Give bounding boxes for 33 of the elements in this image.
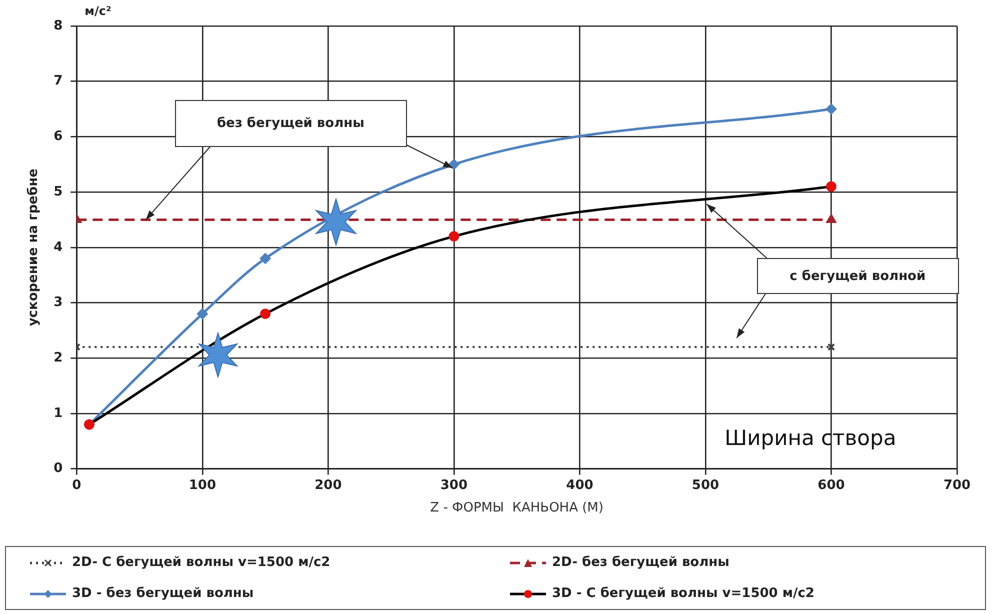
legend-label: 3D - без бегущей волны <box>72 586 254 601</box>
point <box>826 181 836 192</box>
y-tick-label: 0 <box>54 461 63 476</box>
legend-label: 2D- С бегущей волны v=1500 м/с2 <box>72 555 330 570</box>
y-tick-label: 7 <box>54 74 63 89</box>
point <box>448 159 460 170</box>
y-tick-label: 4 <box>54 240 63 255</box>
y-tick-label: 6 <box>54 129 63 144</box>
callout-box: без бегущей волны <box>174 100 407 147</box>
y-tick-label: 8 <box>54 18 63 34</box>
legend-label: 3D - С бегущей волны v=1500 м/с2 <box>552 586 814 601</box>
x-tick-label: 100 <box>188 478 216 493</box>
x-tick-label: 500 <box>692 478 720 493</box>
text: м/с² <box>84 4 112 18</box>
x-tick-label: 200 <box>314 478 342 493</box>
x-tick-label: 700 <box>943 478 971 493</box>
point <box>260 253 271 264</box>
y-tick-label: 3 <box>54 295 63 310</box>
x-tick-label: 0 <box>72 478 82 493</box>
point <box>260 308 271 320</box>
x-axis-title: Z - ФОРМЫ КАНЬОНА (М) <box>430 500 604 516</box>
point <box>197 308 208 320</box>
point <box>448 231 460 242</box>
x-tick-label: 600 <box>818 478 845 493</box>
x-tick-label: 400 <box>566 478 594 493</box>
y-tick-label: 5 <box>54 184 63 200</box>
x-tick-label: 300 <box>440 478 468 493</box>
y-tick-label: 2 <box>54 350 63 366</box>
point <box>826 104 836 114</box>
y-axis-title: ускорение на гребне <box>26 168 42 326</box>
callout-box: с бегущей волной <box>756 258 959 294</box>
y-tick-label: 1 <box>54 406 63 421</box>
legend-label: 2D- без бегущей волны <box>552 555 730 570</box>
